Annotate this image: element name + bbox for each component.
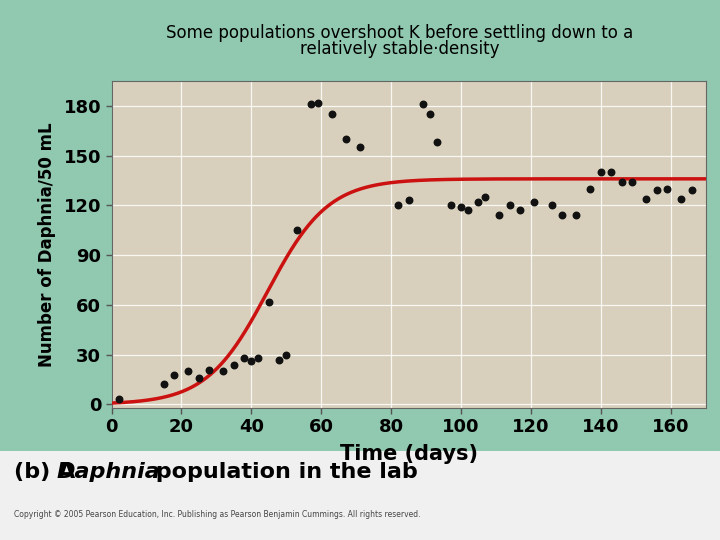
Text: Daphnia: Daphnia	[56, 462, 160, 482]
Point	[462, 206, 474, 215]
Point	[616, 178, 628, 186]
Point	[217, 367, 229, 375]
Point	[228, 360, 240, 369]
Point	[528, 198, 540, 206]
Point	[274, 355, 285, 364]
Point	[686, 186, 698, 195]
Point	[281, 350, 292, 359]
Point	[246, 357, 257, 366]
Text: relatively stable·density: relatively stable·density	[300, 40, 500, 58]
Point	[675, 194, 687, 203]
Point	[326, 110, 338, 118]
Point	[570, 211, 582, 220]
Point	[424, 110, 436, 118]
Point	[392, 201, 404, 210]
Point	[641, 194, 652, 203]
Point	[606, 168, 617, 177]
Text: Number of Daphnia/50 mL: Number of Daphnia/50 mL	[37, 122, 56, 367]
X-axis label: Time (days): Time (days)	[340, 444, 477, 464]
Point	[193, 374, 204, 382]
Point	[595, 168, 606, 177]
Point	[158, 380, 170, 389]
Text: Copyright © 2005 Pearson Education, Inc. Publishing as Pearson Benjamin Cummings: Copyright © 2005 Pearson Education, Inc.…	[14, 510, 421, 519]
Point	[546, 201, 557, 210]
Point	[403, 196, 415, 205]
Point	[494, 211, 505, 220]
Point	[354, 143, 366, 152]
Point	[417, 100, 428, 109]
Text: Some populations overshoot K before settling down to a: Some populations overshoot K before sett…	[166, 24, 633, 42]
Point	[504, 201, 516, 210]
Point	[312, 98, 323, 107]
Point	[253, 354, 264, 362]
Point	[585, 185, 596, 193]
Point	[263, 297, 274, 306]
Point	[431, 138, 442, 147]
Point	[473, 198, 485, 206]
Point	[626, 178, 638, 186]
Point	[515, 206, 526, 215]
Point	[445, 201, 456, 210]
Point	[183, 367, 194, 375]
Point	[291, 226, 302, 234]
Point	[662, 185, 673, 193]
Point	[238, 354, 250, 362]
Point	[305, 100, 317, 109]
Point	[340, 134, 351, 143]
Point	[480, 193, 491, 201]
Point	[651, 186, 662, 195]
Point	[168, 370, 180, 379]
Point	[204, 365, 215, 374]
Point	[455, 202, 467, 211]
Text: (b) A: (b) A	[14, 462, 84, 482]
Text: population in the lab: population in the lab	[148, 462, 418, 482]
Point	[113, 395, 125, 404]
Point	[557, 211, 568, 220]
